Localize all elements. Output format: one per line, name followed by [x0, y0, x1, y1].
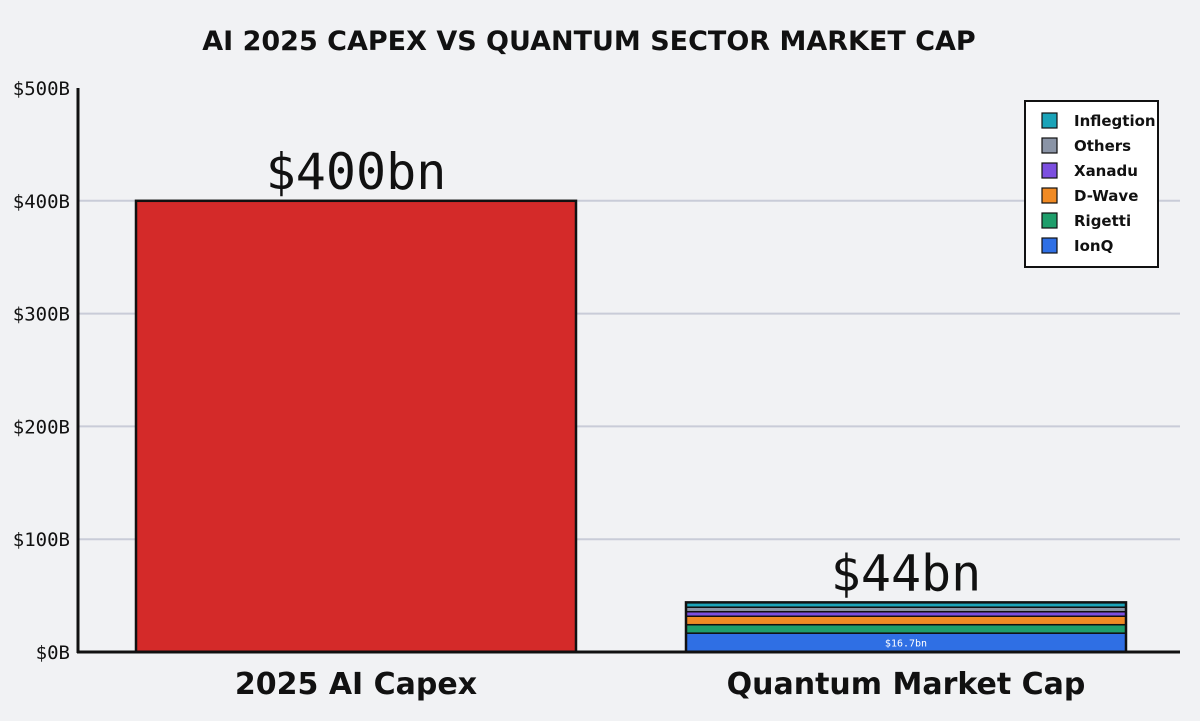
y-tick-label: $100B — [13, 529, 70, 551]
total-labels: $400bn $44bn — [266, 143, 982, 603]
y-tick-label: $200B — [13, 416, 70, 438]
bar-segment-dwave — [685, 615, 1127, 626]
legend-label: D-Wave — [1074, 187, 1138, 205]
y-tick-label: $300B — [13, 304, 70, 326]
legend: Inflegtion Others Xanadu D-Wave Rigetti IonQ — [1024, 100, 1159, 268]
y-axis-ticks: $0B $100B $200B $300B $400B $500B — [13, 78, 70, 664]
bar-total-label: $44bn — [831, 544, 982, 602]
legend-label: Inflegtion — [1074, 112, 1156, 130]
segment-value-label: $16.7bn — [885, 639, 927, 650]
legend-swatch — [1041, 162, 1058, 179]
axes — [76, 88, 1180, 654]
y-tick-label: $500B — [13, 78, 70, 100]
bar-total-label: $400bn — [266, 143, 447, 201]
bar-ai-capex — [134, 199, 578, 654]
y-tick-label: $0B — [36, 642, 70, 664]
x-category-label: Quantum Market Cap — [727, 667, 1086, 702]
legend-label: IonQ — [1074, 237, 1113, 255]
x-category-label: 2025 AI Capex — [235, 667, 477, 702]
bar-segment-rigetti — [685, 623, 1127, 634]
legend-swatch — [1041, 137, 1058, 154]
legend-label: Xanadu — [1074, 162, 1138, 180]
legend-label: Others — [1074, 137, 1131, 155]
y-tick-label: $400B — [13, 191, 70, 213]
legend-swatch — [1041, 112, 1058, 129]
legend-swatch — [1041, 187, 1058, 204]
legend-label: Rigetti — [1074, 212, 1131, 230]
bars: $16.7bn — [134, 199, 1128, 654]
chart-title: AI 2025 CAPEX VS QUANTUM SECTOR MARKET C… — [202, 26, 975, 57]
category-labels: 2025 AI Capex Quantum Market Cap — [235, 667, 1085, 702]
legend-swatch — [1041, 212, 1058, 229]
legend-swatch — [1041, 237, 1058, 254]
